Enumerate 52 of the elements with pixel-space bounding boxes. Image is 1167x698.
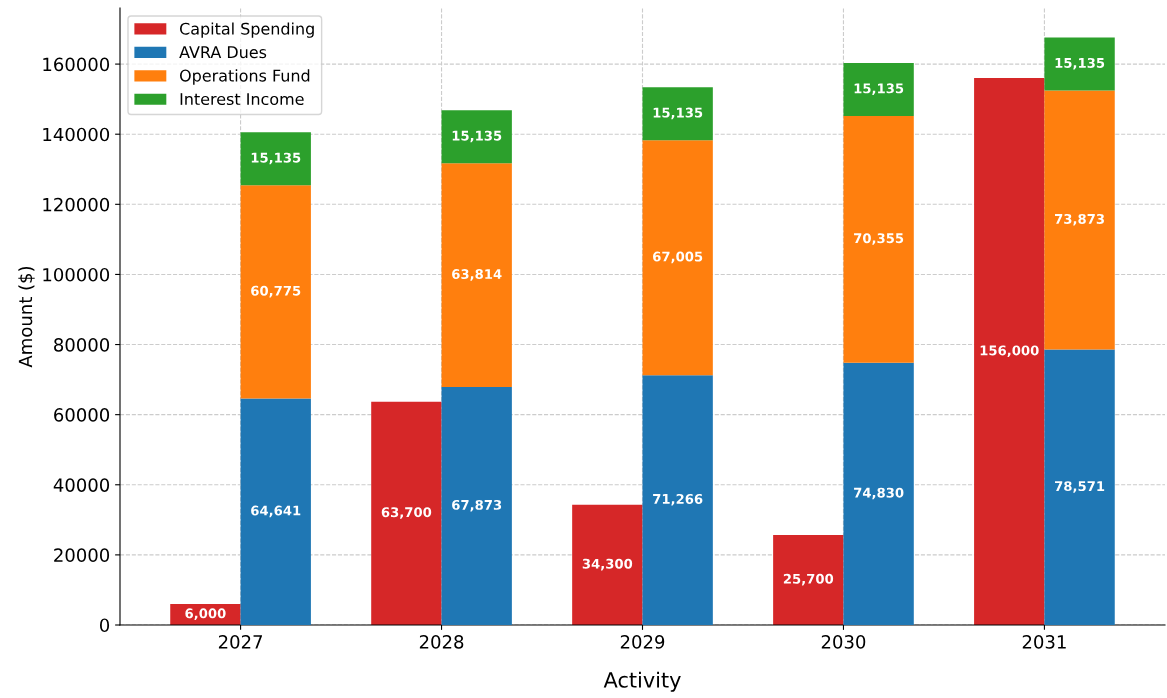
x-tick-label: 2031 [1022,635,1066,649]
bar [642,140,713,376]
bar [843,362,914,625]
x-tick-label: 2030 [821,635,866,649]
data-label: 71,266 [653,493,703,506]
legend-label: AVRA Dues [179,46,267,59]
data-label: 74,830 [854,487,904,500]
data-label: 63,700 [381,507,432,519]
data-label: 60,775 [251,285,301,298]
data-label: 25,700 [783,573,834,586]
data-label: 70,355 [854,233,904,245]
data-label: 15,135 [452,130,502,143]
x-tick-label: 2028 [419,635,464,649]
y-tick-label: 0 [99,618,110,633]
data-label: 15,135 [653,107,703,120]
x-tick-label: 2029 [620,635,665,649]
x-tick-label: 2027 [218,635,263,649]
data-label: 67,005 [653,251,703,264]
bar [441,110,512,164]
legend-label: Capital Spending [179,22,314,38]
y-tick-label: 100000 [43,267,110,282]
data-label: 34,300 [582,558,633,571]
data-label: 63,814 [452,269,502,281]
data-label: 64,641 [251,505,301,518]
y-tick-label: 160000 [43,57,110,72]
y-tick-label: 140000 [43,127,110,142]
data-label: 78,571 [1055,481,1105,493]
x-axis-title: Activity [603,671,681,692]
data-label: 73,873 [1055,213,1104,226]
y-tick-label: 120000 [43,197,110,212]
bar [441,163,512,388]
bar [642,87,713,141]
bar [843,116,914,363]
bar [240,132,311,186]
y-tick-label: 20000 [54,548,110,562]
data-label: 15,135 [854,83,904,96]
legend-label: Operations Fund [179,69,310,85]
bar [240,398,311,625]
data-label: 67,873 [452,499,502,512]
data-label: 6,000 [185,608,226,620]
data-label: 156,000 [980,345,1039,358]
y-tick-label: 40000 [53,478,110,492]
bar [1044,37,1115,91]
data-label: 15,135 [1055,57,1105,70]
bar [843,62,914,117]
y-axis-title: Amount ($) [18,266,35,368]
data-label: 15,135 [251,152,301,165]
y-tick-label: 60000 [54,408,110,422]
y-tick-label: 80000 [54,338,110,352]
bar [642,375,713,625]
legend-label: Interest Income [180,93,304,106]
bar [240,185,311,399]
